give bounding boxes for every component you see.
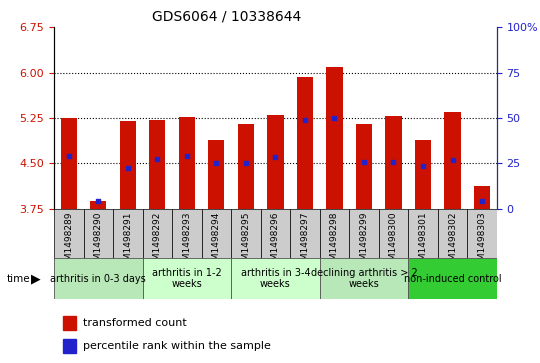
Bar [172, 209, 201, 260]
Text: GSM1498297: GSM1498297 [300, 211, 309, 272]
Text: GSM1498303: GSM1498303 [477, 211, 487, 272]
Bar [267, 115, 284, 209]
Bar [149, 120, 165, 209]
Text: GSM1498292: GSM1498292 [153, 211, 162, 272]
Bar [349, 209, 379, 260]
Bar [408, 209, 438, 260]
Bar [386, 116, 402, 209]
Text: GSM1498290: GSM1498290 [94, 211, 103, 272]
Bar [231, 209, 261, 260]
Point [94, 198, 103, 204]
Text: GSM1498296: GSM1498296 [271, 211, 280, 272]
Point [418, 163, 427, 169]
Point [360, 159, 368, 165]
Bar [60, 118, 77, 209]
Text: GDS6064 / 10338644: GDS6064 / 10338644 [152, 9, 301, 23]
Bar [90, 201, 106, 209]
Bar [474, 186, 490, 209]
Bar [261, 209, 290, 260]
Point [389, 159, 398, 165]
Bar [143, 209, 172, 260]
Text: GSM1498289: GSM1498289 [64, 211, 73, 272]
Bar [231, 258, 320, 299]
Bar [415, 140, 431, 209]
Text: GSM1498298: GSM1498298 [330, 211, 339, 272]
Bar [320, 258, 408, 299]
Text: percentile rank within the sample: percentile rank within the sample [83, 341, 271, 351]
Bar [444, 112, 461, 209]
Point [64, 153, 73, 159]
Bar [63, 339, 76, 353]
Point [124, 165, 132, 171]
Point [478, 199, 487, 204]
Point [301, 117, 309, 123]
Bar [379, 209, 408, 260]
Bar [326, 66, 342, 209]
Bar [238, 124, 254, 209]
Text: non-induced control: non-induced control [404, 274, 501, 284]
Text: GSM1498295: GSM1498295 [241, 211, 251, 272]
Text: arthritis in 0-3 days: arthritis in 0-3 days [50, 274, 146, 284]
Text: GSM1498294: GSM1498294 [212, 211, 221, 272]
Point [330, 115, 339, 121]
Text: GSM1498299: GSM1498299 [360, 211, 368, 272]
Bar [408, 258, 497, 299]
Bar [297, 77, 313, 209]
Bar [438, 209, 467, 260]
Bar [356, 124, 372, 209]
Point [271, 154, 280, 160]
Text: GSM1498301: GSM1498301 [418, 211, 428, 272]
Text: GSM1498293: GSM1498293 [183, 211, 191, 272]
Text: GSM1498291: GSM1498291 [123, 211, 132, 272]
Text: time: time [7, 274, 31, 284]
Text: arthritis in 1-2
weeks: arthritis in 1-2 weeks [152, 268, 222, 289]
Bar [208, 140, 225, 209]
Point [212, 160, 221, 166]
Text: declining arthritis > 2
weeks: declining arthritis > 2 weeks [310, 268, 417, 289]
Bar [143, 258, 231, 299]
Text: GSM1498302: GSM1498302 [448, 211, 457, 272]
Text: arthritis in 3-4
weeks: arthritis in 3-4 weeks [241, 268, 310, 289]
Bar [54, 209, 84, 260]
Bar [63, 316, 76, 330]
Bar [179, 117, 195, 209]
Text: transformed count: transformed count [83, 318, 186, 328]
Bar [290, 209, 320, 260]
Point [153, 156, 161, 162]
Bar [84, 209, 113, 260]
Bar [120, 121, 136, 209]
Bar [467, 209, 497, 260]
Text: GSM1498300: GSM1498300 [389, 211, 398, 272]
Bar [113, 209, 143, 260]
Bar [320, 209, 349, 260]
Point [183, 153, 191, 159]
Text: ▶: ▶ [31, 272, 40, 285]
Bar [201, 209, 231, 260]
Bar [54, 258, 143, 299]
Point [241, 160, 250, 166]
Point [448, 158, 457, 163]
